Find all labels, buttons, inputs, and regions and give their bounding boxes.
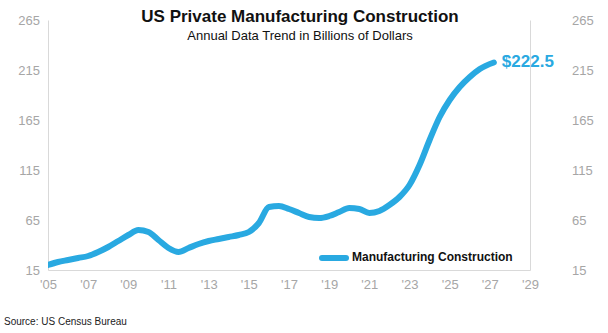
tick-label: 265 [572, 13, 594, 28]
tick-label: '27 [482, 277, 499, 292]
tick-label: 165 [572, 113, 594, 128]
tick: '19 [321, 270, 338, 292]
tick: 165 [530, 113, 594, 128]
tick: 265 [18, 13, 48, 28]
tick: 65 [26, 213, 48, 228]
tick-label: '13 [201, 277, 218, 292]
tick-label: 65 [572, 213, 586, 228]
tick: 115 [19, 163, 48, 178]
tick: '21 [361, 270, 378, 292]
tick-label: 215 [572, 63, 594, 78]
tick-label: '23 [402, 277, 419, 292]
source: Source: US Census Bureau [4, 316, 127, 327]
x-axis: '05 '07 '09 '11 '13 '15 '17 '19 '21 '23 '25 '27 '29 [40, 270, 539, 292]
tick: '05 [40, 270, 57, 292]
tick: 215 [18, 63, 48, 78]
tick-label: 15 [572, 263, 586, 278]
data-label: $222.5 [502, 52, 554, 71]
tick: 265 [530, 13, 594, 28]
legend-label: Manufacturing Construction [352, 250, 513, 264]
data-labels: $222.5 [502, 52, 554, 71]
tick-label: '15 [241, 277, 258, 292]
tick-label: '05 [40, 277, 57, 292]
tick: 65 [530, 213, 586, 228]
plot-area [48, 63, 494, 266]
tick-label: 115 [19, 163, 40, 178]
axis-line [49, 270, 531, 271]
axis-line [48, 21, 49, 271]
tick-label: 165 [18, 113, 40, 128]
tick: 15 [26, 263, 48, 278]
legend-swatch [322, 255, 346, 261]
tick: '27 [482, 270, 499, 292]
tick-label: 15 [26, 263, 40, 278]
tick: '23 [402, 270, 419, 292]
tick: '15 [241, 270, 258, 292]
tick-label: '21 [361, 277, 378, 292]
tick-label: '07 [80, 277, 97, 292]
tick: '13 [201, 270, 218, 292]
tick: '11 [161, 270, 177, 292]
title: US Private Manufacturing Construction [141, 7, 458, 26]
tick: 15 [530, 263, 586, 278]
tick-label: 65 [26, 213, 40, 228]
tick: 165 [18, 113, 48, 128]
tick: '29 [522, 270, 539, 292]
tick: 115 [530, 163, 593, 178]
chart: US Private Manufacturing Construction Ann… [0, 0, 608, 333]
tick: '09 [120, 270, 137, 292]
tick-label: '19 [321, 277, 338, 292]
y-axis: 15 65 115 165 215 265 [18, 13, 48, 278]
line [48, 63, 494, 266]
tick-label: '29 [522, 277, 539, 292]
tick-label: 265 [18, 13, 40, 28]
tick-label: '17 [281, 277, 298, 292]
tick-label: '11 [161, 277, 177, 292]
legend: Manufacturing Construction [322, 250, 513, 264]
tick-label: '09 [120, 277, 137, 292]
tick: '25 [442, 270, 459, 292]
tick: '17 [281, 270, 298, 292]
tick-label: '25 [442, 277, 459, 292]
tick-label: 215 [18, 63, 40, 78]
tick-label: 115 [572, 163, 593, 178]
tick: '07 [80, 270, 97, 292]
subtitle: Annual Data Trend in Billions of Dollars [187, 28, 413, 43]
